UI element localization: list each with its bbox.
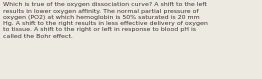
Text: Which is true of the oxygen dissociation curve? A shift to the left
results in l: Which is true of the oxygen dissociation… xyxy=(3,2,208,39)
